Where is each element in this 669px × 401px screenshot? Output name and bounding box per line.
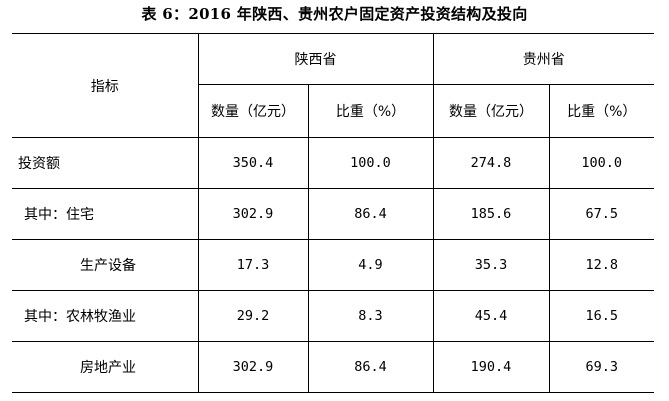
header-sub-share-shaanxi: 比重（%）	[307, 84, 433, 138]
table-row: 其中：农林牧渔业 29.2 8.3 45.4 16.5	[12, 290, 654, 342]
cell-value: 185.6	[432, 188, 549, 240]
row-label: 房地产业	[12, 341, 198, 393]
row-label: 其中：农林牧渔业	[12, 290, 198, 342]
cell-value: 190.4	[432, 341, 549, 393]
header-group-shaanxi: 陕西省	[197, 33, 433, 85]
header-sub-share-guizhou: 比重（%）	[548, 84, 654, 138]
cell-value: 16.5	[548, 290, 654, 342]
row-label: 生产设备	[12, 239, 198, 291]
cell-value: 350.4	[197, 137, 308, 189]
table-row: 生产设备 17.3 4.9 35.3 12.8	[12, 239, 654, 291]
row-label: 投资额	[12, 137, 198, 189]
cell-value: 67.5	[548, 188, 654, 240]
cell-value: 12.8	[548, 239, 654, 291]
cell-value: 86.4	[307, 341, 433, 393]
header-row-groups: 指标 陕西省 贵州省	[12, 33, 654, 138]
cell-value: 29.2	[197, 290, 308, 342]
table-title: 表 6：2016 年陕西、贵州农户固定资产投资结构及投向	[141, 5, 528, 23]
header-group-guizhou: 贵州省	[432, 33, 654, 85]
header-sub-amount-guizhou: 数量（亿元）	[432, 84, 549, 138]
cell-value: 274.8	[432, 137, 549, 189]
table-row: 投资额 350.4 100.0 274.8 100.0	[12, 137, 654, 189]
cell-value: 35.3	[432, 239, 549, 291]
cell-value: 17.3	[197, 239, 308, 291]
cell-value: 45.4	[432, 290, 549, 342]
header-row-sub: 数量（亿元） 比重（%） 数量（亿元） 比重（%）	[12, 84, 654, 138]
cell-value: 69.3	[548, 341, 654, 393]
investment-table: 指标 陕西省 贵州省 数量（亿元） 比重（%） 数量（亿元） 比重（%） 投资额…	[12, 33, 654, 393]
table-row: 其中：住宅 302.9 86.4 185.6 67.5	[12, 188, 654, 240]
header-sub-amount-shaanxi: 数量（亿元）	[197, 84, 308, 138]
cell-value: 8.3	[307, 290, 433, 342]
table-row: 房地产业 302.9 86.4 190.4 69.3	[12, 341, 654, 393]
cell-value: 100.0	[548, 137, 654, 189]
cell-value: 100.0	[307, 137, 433, 189]
cell-value: 302.9	[197, 188, 308, 240]
cell-value: 4.9	[307, 239, 433, 291]
cell-value: 86.4	[307, 188, 433, 240]
header-indicator: 指标	[12, 33, 198, 138]
cell-value: 302.9	[197, 341, 308, 393]
row-label: 其中：住宅	[12, 188, 198, 240]
